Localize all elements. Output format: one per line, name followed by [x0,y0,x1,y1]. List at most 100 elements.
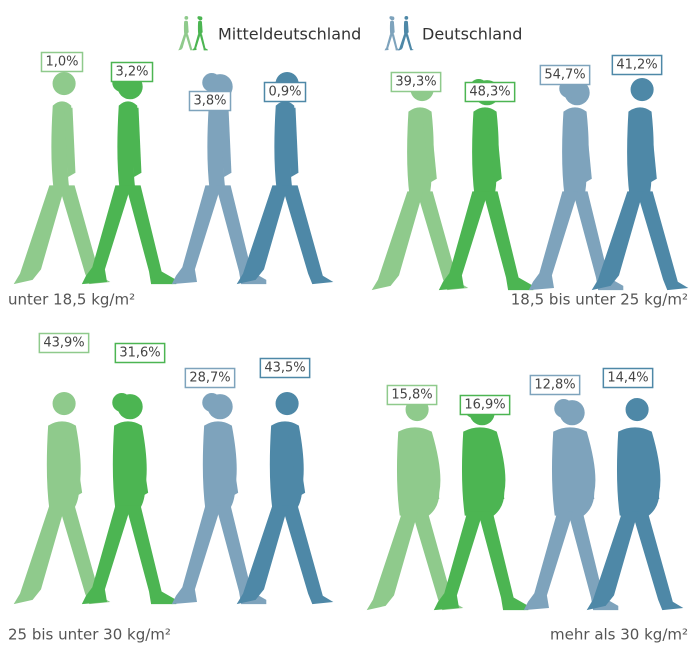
label-box [602,367,654,389]
leg [416,191,469,291]
arm [487,113,502,183]
value-label: 0,9% [268,85,301,100]
value-label: 41,2% [616,58,657,73]
arm [637,433,660,503]
leg [215,505,267,605]
value-label: 43,9% [43,336,84,351]
head [625,398,649,422]
value-label: 12,8% [534,378,575,393]
hair [202,393,222,412]
leg [81,505,132,605]
value-label: 43,5% [264,361,305,376]
hair [554,399,574,418]
leg [586,511,639,611]
arm [572,433,595,503]
leg [567,511,619,611]
label-box [464,81,516,103]
label-box [386,384,438,406]
arm [287,427,306,497]
leg [81,185,132,285]
leg [178,34,187,51]
figure [591,78,689,291]
label-box [188,90,232,112]
hair [389,16,393,20]
value-label: 14,4% [607,371,648,386]
leg [125,505,177,605]
leg [281,505,334,605]
arm [422,113,437,183]
head [404,15,409,20]
value-label: 48,3% [469,85,510,100]
hair [202,73,222,92]
leg [171,505,222,605]
figure [366,398,464,611]
legend-label: Mitteldeutschland [218,25,361,44]
figure [13,392,111,605]
arm [186,21,189,33]
head [275,392,299,416]
leg [398,34,407,51]
label-box [38,332,90,354]
leg [433,511,484,611]
leg [185,34,194,51]
leg [572,191,624,291]
value-label: 16,9% [464,398,505,413]
legend-icon [384,16,400,51]
value-label: 28,7% [189,371,230,386]
category-label: 25 bis unter 30 kg/m² [8,626,171,644]
leg [523,511,574,611]
value-label: 3,8% [193,94,226,109]
figure [586,398,684,611]
figure [528,79,624,291]
leg [366,511,419,611]
leg [591,191,644,291]
label-box [259,357,311,379]
torso [461,427,506,516]
arm [64,427,83,497]
leg [281,185,334,285]
figure [171,393,267,605]
arm [417,433,440,503]
leg [371,191,424,291]
arm [392,21,395,33]
legend-icon [178,15,194,51]
head [184,15,189,20]
head [52,72,76,96]
label-box [184,367,236,389]
label-box [539,64,591,86]
arm [220,427,239,497]
figure [236,72,334,285]
leg [171,185,222,285]
arm [130,107,142,177]
value-label: 3,2% [115,65,148,80]
leg [236,185,289,285]
arm [642,113,657,183]
torso [616,427,661,516]
arm [130,427,149,497]
figure [438,79,534,291]
arm [287,107,299,177]
leg [391,34,400,51]
category-label: mehr als 30 kg/m² [550,626,688,644]
value-label: 15,8% [391,388,432,403]
label-box [390,71,442,93]
leg [411,511,464,611]
leg [636,191,689,291]
label-box [110,61,154,83]
arm [482,433,505,503]
leg [58,505,111,605]
arm [200,21,203,33]
legend-label: Deutschland [422,25,522,44]
legend-icon [398,15,414,51]
head [630,78,654,102]
arm [64,107,76,177]
legend-icon [192,16,208,51]
leg [438,191,489,291]
figure [81,393,177,605]
arm [220,107,232,177]
hair [112,393,132,412]
label-box [529,374,581,396]
leg [58,185,111,285]
hair [197,16,201,20]
